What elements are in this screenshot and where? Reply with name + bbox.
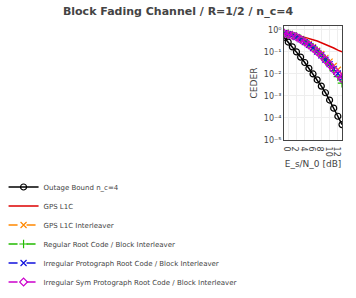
svg-text:4: 4 bbox=[299, 147, 308, 152]
svg-text:10⁻¹: 10⁻¹ bbox=[264, 48, 282, 57]
svg-text:Outage Bound n_c=4: Outage Bound n_c=4 bbox=[44, 184, 119, 192]
svg-text:10⁻⁴: 10⁻⁴ bbox=[264, 114, 282, 123]
svg-text:10⁻³: 10⁻³ bbox=[264, 92, 282, 101]
svg-text:12: 12 bbox=[332, 147, 341, 157]
svg-text:0: 0 bbox=[282, 147, 291, 152]
svg-text:Block Fading Channel / R=1/2 /: Block Fading Channel / R=1/2 / n_c=4 bbox=[63, 5, 294, 18]
svg-text:10⁰: 10⁰ bbox=[268, 26, 281, 35]
svg-text:E_s/N_0 [dB]: E_s/N_0 [dB] bbox=[285, 159, 342, 169]
svg-text:Regular Root Code / Block Inte: Regular Root Code / Block Interleaver bbox=[44, 241, 175, 249]
svg-text:Irregular Sym Protograph Root: Irregular Sym Protograph Root Code / Blo… bbox=[44, 279, 237, 287]
svg-text:8: 8 bbox=[315, 147, 324, 152]
svg-text:GPS L1C: GPS L1C bbox=[44, 203, 74, 211]
svg-text:10: 10 bbox=[324, 147, 333, 157]
svg-text:2: 2 bbox=[290, 147, 299, 152]
svg-text:10⁻²: 10⁻² bbox=[264, 70, 282, 79]
svg-text:CEDER: CEDER bbox=[249, 68, 259, 99]
svg-text:6: 6 bbox=[307, 147, 316, 152]
svg-text:10⁻⁵: 10⁻⁵ bbox=[264, 136, 282, 145]
svg-text:Irregular Protograph Root Code: Irregular Protograph Root Code / Block I… bbox=[44, 260, 219, 268]
svg-text:GPS L1C Interleaver: GPS L1C Interleaver bbox=[44, 222, 114, 230]
